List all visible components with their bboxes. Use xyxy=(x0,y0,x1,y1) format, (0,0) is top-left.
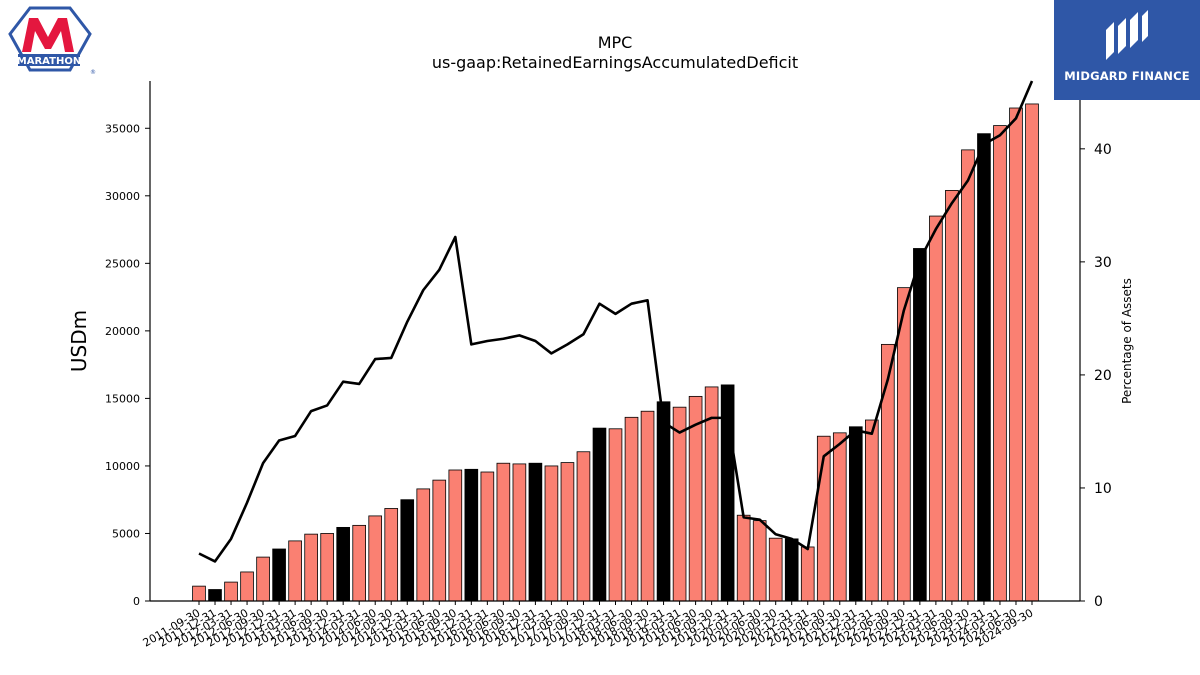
bar xyxy=(1025,103,1039,602)
midgard-finance-logo: MIDGARD FINANCE xyxy=(1054,0,1200,100)
left-axis-ticks: 0 5000 10000 15000 20000 25000 30000 35000 xyxy=(105,122,150,608)
bar xyxy=(304,533,318,602)
bar xyxy=(256,556,270,602)
bar xyxy=(528,462,543,602)
bar xyxy=(384,508,399,602)
bar xyxy=(336,526,350,602)
bar xyxy=(272,548,286,602)
bar xyxy=(480,471,495,602)
bar xyxy=(1009,107,1023,602)
bar xyxy=(464,468,479,602)
bar xyxy=(368,515,383,602)
bar xyxy=(608,428,623,602)
bar xyxy=(320,533,334,602)
bar xyxy=(448,469,463,602)
bar xyxy=(832,432,847,602)
line-series xyxy=(198,80,1034,563)
bar xyxy=(736,514,751,602)
percentage-line xyxy=(198,80,1034,563)
bar xyxy=(192,585,206,602)
bar xyxy=(624,416,639,602)
bar xyxy=(352,524,366,602)
bar-series xyxy=(192,103,1039,602)
chart-title: MPC xyxy=(598,33,633,52)
bar xyxy=(672,406,687,602)
registered-mark: ® xyxy=(90,69,96,76)
right-axis-ticks: 0 10 20 30 40 xyxy=(1080,142,1112,610)
y2-tick-label: 10 xyxy=(1094,481,1112,497)
y2-tick-label: 40 xyxy=(1094,142,1112,158)
y2-axis-label: Percentage of Assets xyxy=(1120,278,1134,404)
bar xyxy=(977,133,991,602)
chart-title-group: MPC us-gaap:RetainedEarningsAccumulatedD… xyxy=(432,33,798,72)
marathon-logo-mark: MARATHON ® xyxy=(8,6,96,76)
y-tick-label: 30000 xyxy=(105,190,140,203)
midgard-logo-text: MIDGARD FINANCE xyxy=(1064,69,1190,83)
bar xyxy=(592,427,607,602)
bar xyxy=(544,465,559,602)
y-tick-label: 10000 xyxy=(105,460,140,473)
bar xyxy=(432,479,447,602)
bar xyxy=(496,462,511,602)
bar xyxy=(945,189,959,602)
bar xyxy=(800,546,815,602)
bar xyxy=(784,538,799,602)
y2-tick-label: 30 xyxy=(1094,255,1112,271)
bar xyxy=(929,215,943,602)
bar xyxy=(913,248,927,602)
bar xyxy=(560,462,575,602)
bar xyxy=(224,581,238,602)
y-tick-label: 35000 xyxy=(105,122,140,135)
y-tick-label: 15000 xyxy=(105,392,140,405)
y-tick-label: 5000 xyxy=(112,527,140,540)
marathon-logo: MARATHON ® xyxy=(4,4,98,76)
bar xyxy=(848,426,863,602)
y-axis-label: USDm xyxy=(67,310,91,372)
x-axis-ticks: 2011-09-302011-12-312012-03-312012-06-30… xyxy=(141,601,1036,650)
bar xyxy=(400,499,415,602)
y-tick-label: 0 xyxy=(133,595,140,608)
bar xyxy=(865,419,879,602)
y-tick-label: 25000 xyxy=(105,257,140,270)
chart-subtitle: us-gaap:RetainedEarningsAccumulatedDefic… xyxy=(432,53,798,72)
bar xyxy=(208,589,222,602)
midgard-logo-mark xyxy=(1106,10,1148,60)
bar xyxy=(768,537,783,602)
bar xyxy=(640,410,655,602)
bar xyxy=(961,149,975,602)
bar xyxy=(656,401,671,602)
y2-tick-label: 20 xyxy=(1094,368,1112,384)
marathon-logo-text: MARATHON xyxy=(17,56,81,67)
bar xyxy=(752,520,767,602)
bar xyxy=(512,463,527,602)
y2-tick-label: 0 xyxy=(1094,594,1103,610)
bar xyxy=(416,488,431,602)
bar xyxy=(288,540,302,602)
bar xyxy=(576,451,591,602)
bar xyxy=(993,125,1007,602)
y-tick-label: 20000 xyxy=(105,325,140,338)
bar xyxy=(240,571,254,602)
